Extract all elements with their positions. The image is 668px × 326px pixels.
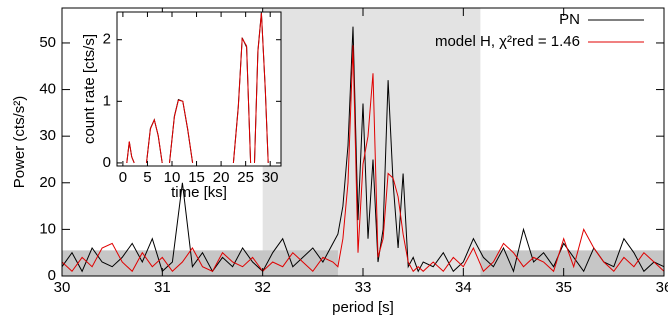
- y-tick-label: 40: [39, 81, 56, 98]
- legend-label: model H, χ²red = 1.46: [435, 33, 580, 50]
- y-tick-label: 10: [39, 220, 56, 237]
- x-axis-label: period [s]: [332, 299, 394, 316]
- x-axis-label: time [ks]: [171, 184, 227, 201]
- y-axis-label: Power (cts/s²): [11, 96, 28, 189]
- y-tick-label: 50: [39, 34, 56, 51]
- x-tick-label: 32: [254, 279, 271, 296]
- x-tick-label: 30: [262, 169, 279, 186]
- y-tick-label: 0: [103, 154, 111, 171]
- x-tick-label: 5: [143, 169, 151, 186]
- shaded-region: [262, 8, 481, 276]
- x-tick-label: 20: [213, 169, 230, 186]
- plot-frame: [116, 11, 282, 167]
- x-tick-label: 31: [154, 279, 171, 296]
- data-line: [61, 26, 665, 273]
- x-tick-label: 34: [455, 279, 472, 296]
- legend-label: PN: [559, 11, 580, 28]
- x-tick-label: 0: [119, 169, 127, 186]
- data-line: [126, 13, 269, 164]
- x-tick-label: 25: [237, 169, 254, 186]
- y-axis-label: count rate [cts/s]: [81, 34, 98, 144]
- y-tick-label: 2: [103, 31, 111, 48]
- x-tick-label: 10: [164, 169, 181, 186]
- y-tick-label: 30: [39, 127, 56, 144]
- x-tick-label: 35: [555, 279, 572, 296]
- x-tick-label: 33: [355, 279, 372, 296]
- y-tick-label: 1: [103, 92, 111, 109]
- x-tick-label: 30: [54, 279, 71, 296]
- y-tick-label: 20: [39, 174, 56, 191]
- x-tick-label: 36: [656, 279, 668, 296]
- inset-background: [117, 12, 281, 166]
- x-tick-label: 15: [188, 169, 205, 186]
- data-line: [61, 45, 665, 273]
- y-tick-label: 0: [48, 267, 56, 284]
